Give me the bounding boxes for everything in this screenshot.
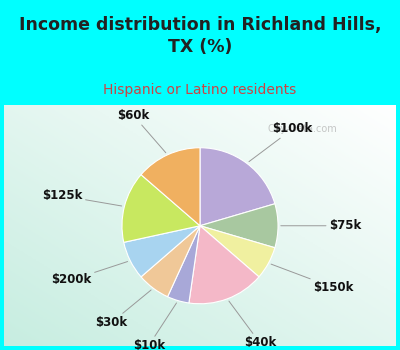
Wedge shape <box>141 226 200 297</box>
Text: $60k: $60k <box>118 109 166 153</box>
Wedge shape <box>168 226 200 303</box>
Text: $30k: $30k <box>96 290 151 329</box>
Text: $100k: $100k <box>249 122 313 162</box>
Wedge shape <box>141 148 200 226</box>
Wedge shape <box>200 226 275 277</box>
Text: Income distribution in Richland Hills,
TX (%): Income distribution in Richland Hills, T… <box>19 16 381 56</box>
Text: City-Data.com: City-Data.com <box>267 124 337 134</box>
Wedge shape <box>200 204 278 248</box>
Text: $200k: $200k <box>52 261 128 286</box>
Text: $10k: $10k <box>133 303 176 350</box>
Wedge shape <box>189 226 259 304</box>
Text: $125k: $125k <box>42 189 122 206</box>
Wedge shape <box>122 175 200 242</box>
Text: $150k: $150k <box>271 264 353 294</box>
Text: Hispanic or Latino residents: Hispanic or Latino residents <box>103 83 297 97</box>
Wedge shape <box>124 226 200 277</box>
Wedge shape <box>200 148 275 226</box>
Text: $75k: $75k <box>281 219 361 232</box>
Text: $40k: $40k <box>229 301 276 349</box>
